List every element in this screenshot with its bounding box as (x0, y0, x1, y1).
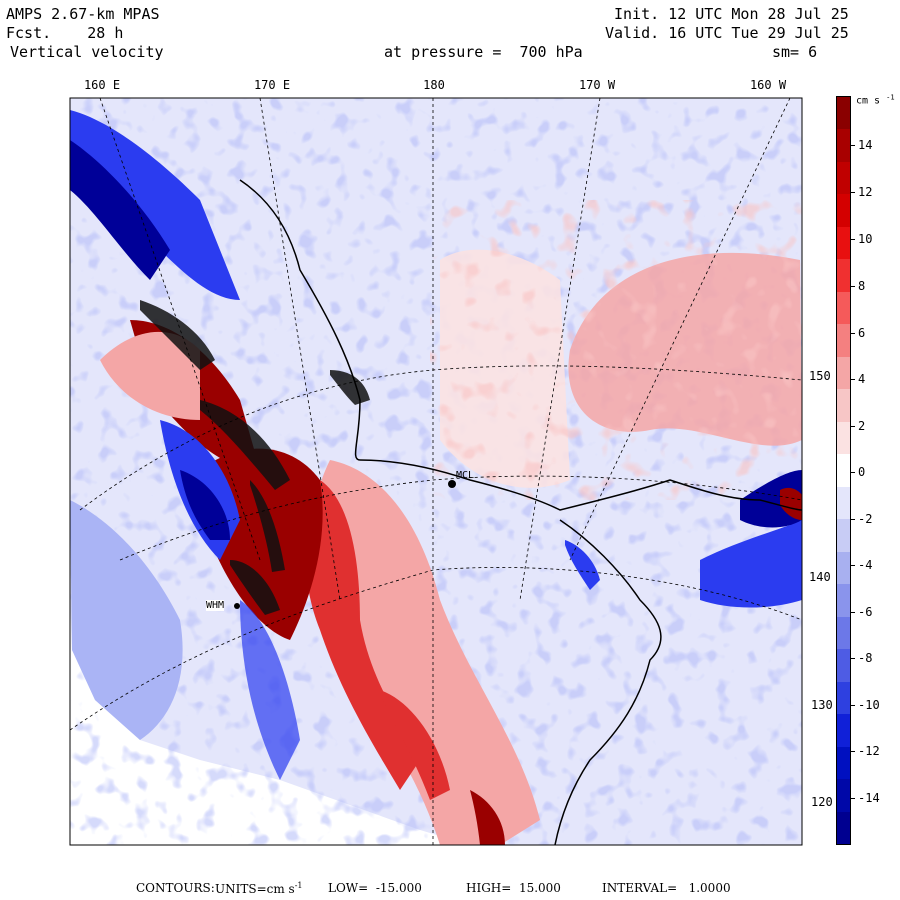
negative-ridge (70, 110, 240, 300)
map-field (70, 98, 802, 845)
colorbar-tick-label: -14 (858, 791, 880, 805)
colorbar-tick-label: 4 (858, 372, 866, 386)
model-title: AMPS 2.67-km MPAS (6, 5, 160, 23)
colorbar-band (837, 811, 850, 845)
colorbar-tick-mark (851, 286, 855, 287)
colorbar-band (837, 714, 850, 748)
colorbar-band (837, 356, 850, 390)
footer-units: UNITS=cm s-1 (215, 881, 303, 896)
colorbar-band (837, 194, 850, 228)
lon-label-170w: 170 W (578, 78, 616, 92)
colorbar-tick-label: 0 (858, 465, 866, 479)
colorbar-band (837, 259, 850, 293)
colorbar-tick-label: -6 (858, 605, 873, 619)
colorbar-band (837, 551, 850, 585)
colorbar-tick-label: 6 (858, 326, 866, 340)
colorbar-tick-mark (851, 751, 855, 752)
colorbar-band (837, 421, 850, 455)
colorbar-tick-mark (851, 192, 855, 193)
forecast-value: 28 h (87, 24, 124, 42)
colorbar-band (837, 616, 850, 650)
colorbar-tick-mark (851, 565, 855, 566)
colorbar-tick-mark (851, 379, 855, 380)
init-time: Init. 12 UTC Mon 28 Jul 25 (614, 5, 849, 23)
colorbar-tick-mark (851, 612, 855, 613)
colorbar-band (837, 161, 850, 195)
colorbar-band (837, 324, 850, 358)
colorbar-units: cm s -1 (856, 93, 895, 107)
colorbar-tick-mark (851, 472, 855, 473)
colorbar-tick-label: 14 (858, 138, 873, 152)
colorbar-tick-mark (851, 705, 855, 706)
colorbar-band (837, 129, 850, 163)
colorbar-band (837, 226, 850, 260)
colorbar-band (837, 681, 850, 715)
colorbar (836, 96, 851, 845)
colorbar-tick-label: -4 (858, 558, 873, 572)
colorbar-tick-label: -2 (858, 512, 873, 526)
forecast-label: Fcst. (6, 24, 52, 42)
footer-low: LOW= -15.000 (328, 881, 422, 895)
colorbar-tick-mark (851, 798, 855, 799)
station-mcm-dot (448, 480, 456, 488)
pressure-level: at pressure = 700 hPa (384, 43, 583, 61)
station-whm-dot (234, 603, 240, 609)
lon-label-160e: 160 E (83, 78, 121, 92)
colorbar-tick-mark (851, 239, 855, 240)
colorbar-band (837, 454, 850, 488)
variable-name: Vertical velocity (10, 43, 164, 61)
colorbar-band (837, 389, 850, 423)
lon-label-160w: 160 W (749, 78, 787, 92)
colorbar-band (837, 584, 850, 618)
colorbar-tick-label: 10 (858, 232, 873, 246)
colorbar-band (837, 779, 850, 812)
colorbar-band (837, 486, 850, 520)
colorbar-band (837, 519, 850, 553)
colorbar-band (837, 291, 850, 325)
colorbar-band (837, 746, 850, 780)
smoothing-value: sm= 6 (772, 43, 818, 61)
footer-high: HIGH= 15.000 (466, 881, 561, 895)
colorbar-tick-label: 8 (858, 279, 866, 293)
coastline (239, 179, 802, 845)
station-label-mcl: MCL (456, 470, 475, 481)
lon-label-170e: 170 E (253, 78, 291, 92)
colorbar-tick-label: -10 (858, 698, 880, 712)
valid-time: Valid. 16 UTC Tue 29 Jul 25 (605, 24, 849, 42)
pressure-value: 700 hPa (519, 43, 583, 61)
colorbar-tick-label: 12 (858, 185, 873, 199)
colorbar-band (837, 649, 850, 683)
pressure-label: at pressure = (384, 43, 502, 61)
colorbar-tick-mark (851, 426, 855, 427)
colorbar-tick-label: -8 (858, 651, 873, 665)
colorbar-tick-label: -12 (858, 744, 880, 758)
positive-ridge (311, 460, 540, 845)
colorbar-tick-mark (851, 333, 855, 334)
map-frame (69, 97, 803, 846)
colorbar-tick-label: 2 (858, 419, 866, 433)
colorbar-tick-mark (851, 658, 855, 659)
station-label-whm: WHM (206, 600, 225, 611)
graticule (70, 98, 802, 845)
footer-interval: INTERVAL= 1.0000 (602, 881, 731, 895)
footer-contours: CONTOURS: (136, 881, 215, 895)
lon-label-180: 180 (423, 78, 445, 92)
dense-contours (140, 300, 370, 615)
forecast-hour: Fcst. 28 h (6, 24, 123, 42)
colorbar-tick-mark (851, 519, 855, 520)
colorbar-tick-mark (851, 145, 855, 146)
colorbar-band (837, 97, 850, 130)
lat-label-130: 130 (810, 698, 834, 712)
